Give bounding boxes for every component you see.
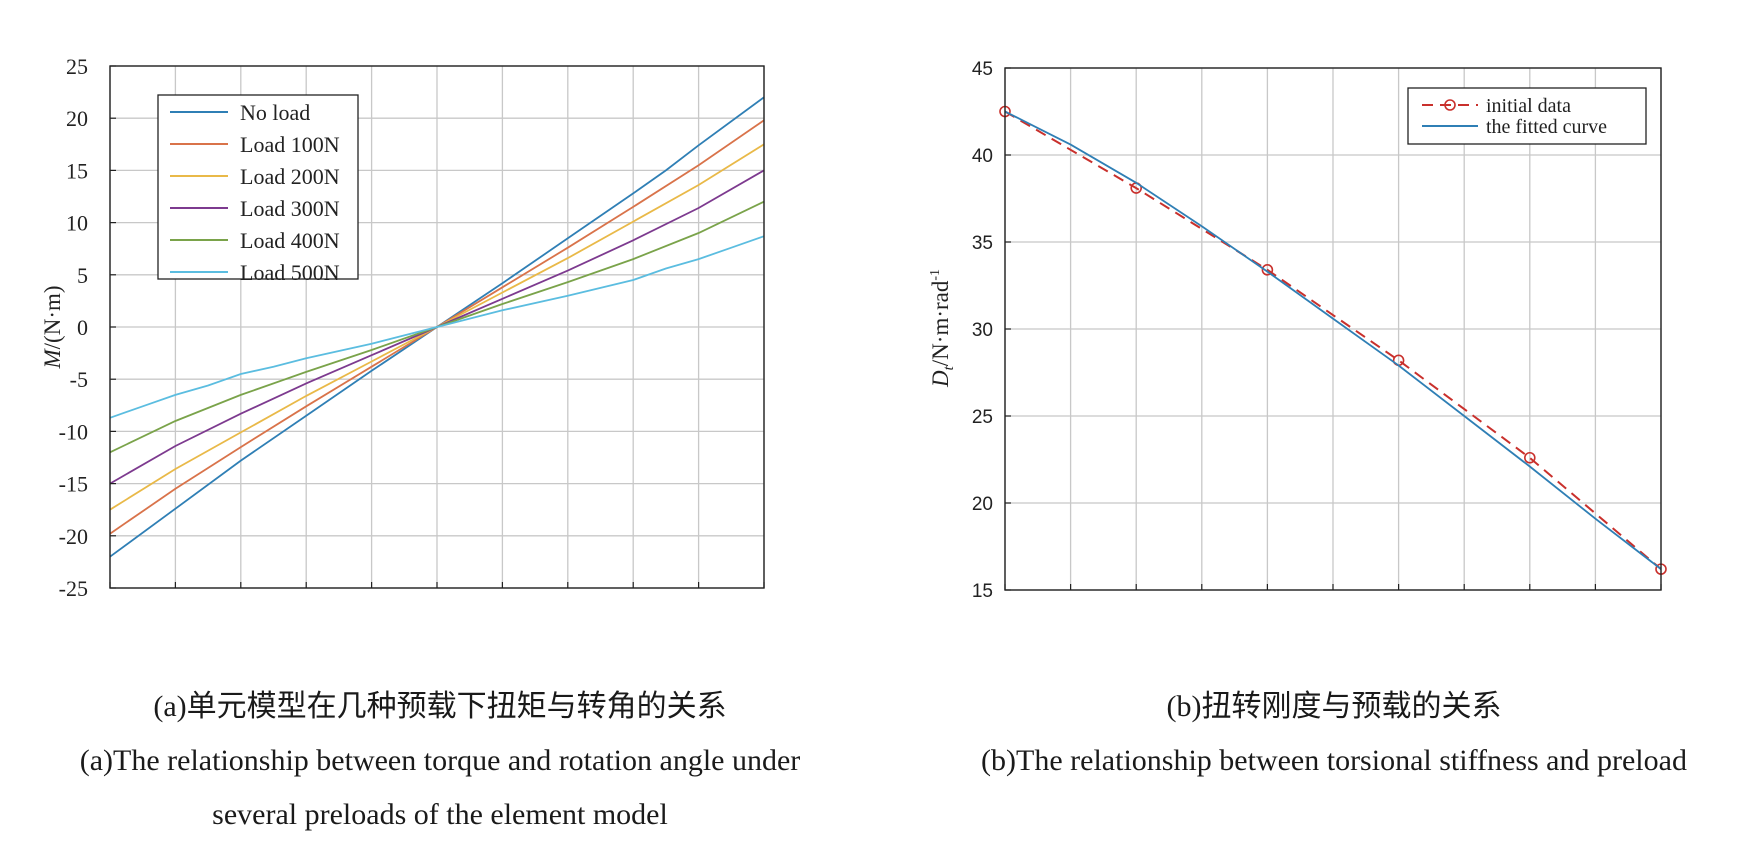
y-axis-label: Dt/N·m·rad-1	[928, 269, 957, 388]
y-tick-label: 15	[66, 158, 88, 183]
y-tick-label: 25	[66, 54, 88, 79]
legend-label: Load 100N	[240, 132, 340, 157]
y-tick-label: 35	[972, 233, 993, 254]
caption-b-chinese: (b)扭转刚度与预载的关系	[1166, 690, 1502, 723]
caption-a-chinese: (a)单元模型在几种预载下扭矩与转角的关系	[153, 690, 727, 723]
x-tick-label: 300	[1383, 599, 1415, 600]
caption-b: (b)扭转刚度与预载的关系 (b)The relationship betwee…	[920, 680, 1748, 788]
series-line-5	[109, 235, 765, 419]
legend-box	[157, 94, 359, 280]
series-line-1	[1004, 110, 1662, 570]
x-tick-label: 250	[1317, 599, 1349, 600]
legend-label: No load	[240, 100, 310, 125]
x-tick-label: 100	[1120, 599, 1152, 600]
caption-a-english-line1: (a)The relationship between torque and r…	[79, 744, 801, 777]
x-tick-label: 50	[1060, 599, 1081, 600]
caption-b-english: (b)The relationship between torsional st…	[981, 744, 1687, 777]
series-line-0	[109, 96, 765, 558]
y-tick-label: 0	[77, 315, 88, 340]
y-tick-label: 5	[77, 263, 88, 288]
x-tick-label: 450	[1580, 599, 1612, 600]
legend-box	[1407, 87, 1647, 145]
legend-label: the fitted curve	[1486, 116, 1607, 138]
y-tick-label: -25	[59, 576, 88, 600]
legend-label: Load 200N	[240, 164, 340, 189]
x-tick-label: 150	[1186, 599, 1218, 600]
y-tick-label: 20	[972, 494, 993, 515]
y-tick-label: 25	[972, 407, 993, 428]
y-tick-label: 20	[66, 106, 88, 131]
y-tick-label: 40	[972, 146, 993, 167]
x-tick-label: 0	[1000, 599, 1011, 600]
y-tick-label: -10	[59, 419, 88, 444]
chart-stiffness-vs-preload: 0 50 100 150 200 250 300 350 400 450 500 45 40 35 30 25…	[928, 59, 1677, 600]
y-tick-label: 15	[972, 581, 993, 600]
data-point-marker	[1523, 451, 1536, 464]
x-tick-label: 200	[1252, 599, 1284, 600]
caption-a: (a)单元模型在几种预载下扭矩与转角的关系 (a)The relationshi…	[0, 680, 880, 842]
chart-torque-vs-angle: -0.5-0.4-0.3-0.2-0.100.10.20.30.40.52520…	[40, 54, 765, 600]
legend-marker	[1444, 99, 1456, 111]
x-tick-label: 500	[1645, 599, 1677, 600]
y-tick-label: -5	[70, 367, 88, 392]
data-point-marker	[1261, 264, 1274, 276]
y-tick-label: 10	[66, 211, 88, 236]
caption-a-english-line2: several preloads of the element model	[212, 798, 668, 831]
legend-label: Load 400N	[240, 228, 340, 253]
y-axis-label: M/(N·m)	[40, 285, 65, 369]
y-tick-label: 30	[972, 320, 993, 341]
legend-label: Load 500N	[240, 260, 340, 285]
legend-label: Load 300N	[240, 196, 340, 221]
y-tick-label: -20	[59, 524, 88, 549]
x-tick-label: 350	[1448, 599, 1480, 600]
legend-label: initial data	[1486, 95, 1571, 117]
y-tick-label: 45	[972, 59, 993, 80]
series-line-0	[1004, 110, 1662, 570]
y-tick-label: -15	[59, 472, 88, 497]
x-tick-label: 400	[1514, 599, 1546, 600]
